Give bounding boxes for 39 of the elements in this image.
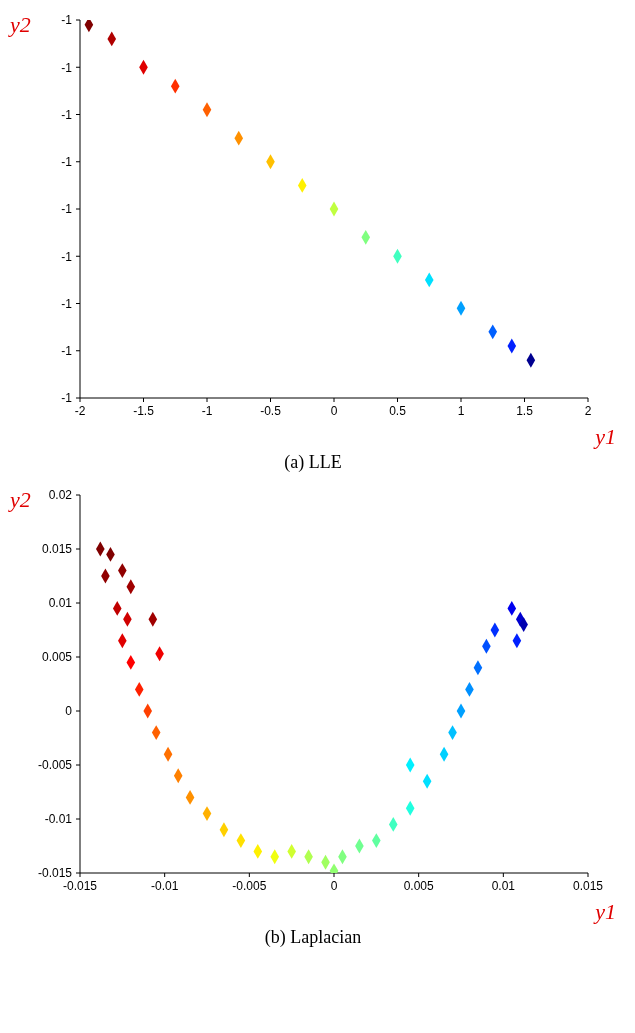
y-tick-label: -1 (61, 344, 73, 359)
y-axis-title: y2 (10, 12, 31, 38)
x-tick-label: 0 (330, 403, 338, 418)
x-tick-label: 0.015 (572, 878, 604, 893)
x-tick-label: 2 (584, 403, 592, 418)
x-tick-label: 0.5 (389, 403, 407, 418)
x-axis-title: y1 (595, 899, 616, 925)
x-tick-label: 0 (330, 878, 338, 893)
y-tick-label: -1 (61, 249, 73, 264)
y-tick-label: -1 (61, 155, 73, 170)
x-tick-label: 1 (457, 403, 465, 418)
point (84, 20, 94, 33)
y-tick-label: -1 (61, 13, 73, 28)
y-tick-label: 0.005 (41, 650, 73, 665)
y-tick-label: -1 (61, 107, 73, 122)
y-tick-label: -1 (61, 296, 73, 311)
x-tick-label: -1 (201, 403, 213, 418)
y-axis-title: y2 (10, 487, 31, 513)
y-tick-label: 0.02 (48, 488, 73, 503)
x-tick-label: -0.5 (260, 403, 282, 418)
x-tick-label: 0.01 (491, 878, 516, 893)
x-tick-label: -1.5 (133, 403, 155, 418)
x-tick-label: 0.005 (403, 878, 435, 893)
x-tick-label: -0.005 (232, 878, 267, 893)
x-tick-label: 1.5 (516, 403, 534, 418)
x-tick-label: -0.01 (150, 878, 179, 893)
y-tick-label: -0.005 (37, 758, 73, 773)
y-tick-label: -0.015 (37, 866, 73, 881)
x-tick-label: -2 (74, 403, 86, 418)
y-tick-label: 0.015 (41, 542, 73, 557)
y-tick-label: 0 (65, 704, 73, 719)
x-axis-title: y1 (595, 424, 616, 450)
y-tick-label: 0.01 (48, 596, 73, 611)
y-tick-label: -1 (61, 60, 73, 75)
y-tick-label: -0.01 (44, 812, 73, 827)
text: (b) Laplacian (263, 927, 363, 948)
y-tick-label: -1 (61, 391, 73, 406)
text: (a) LLE (283, 452, 343, 473)
y-tick-label: -1 (61, 202, 73, 217)
